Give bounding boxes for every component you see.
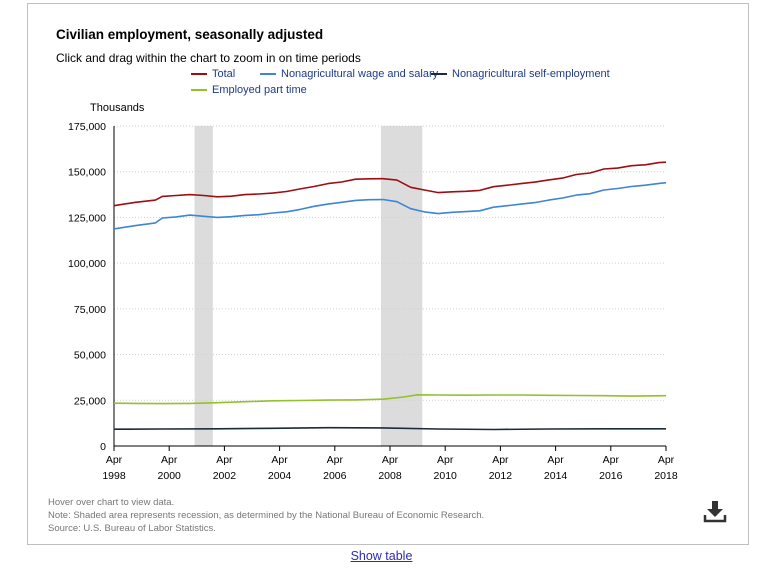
y-tick-label-6: 150,000 (68, 167, 106, 179)
show-table-link[interactable]: Show table (350, 549, 413, 563)
show-table-row: Show table (0, 549, 763, 563)
x-tick-month-9: Apr (603, 454, 620, 466)
y-tick-label-3: 75,000 (74, 304, 106, 316)
series-line-total (113, 161, 667, 207)
x-tick-year-10: 2018 (654, 470, 678, 482)
legend-swatch-wage-salary (260, 73, 276, 75)
legend-label-part-time: Employed part time (212, 84, 307, 96)
line-chart-plot[interactable]: 0 25,000 50,000 75,000 100,000 125,000 150,000… (28, 4, 748, 494)
x-tick-year-5: 2008 (378, 470, 402, 482)
y-tick-label-7: 175,000 (68, 121, 106, 133)
legend-item-total[interactable]: Total (191, 68, 235, 80)
x-tick-year-1: 2000 (158, 470, 182, 482)
x-tick-year-6: 2010 (434, 470, 458, 482)
legend-label-total: Total (212, 68, 236, 80)
x-tick-month-6: Apr (437, 454, 454, 466)
legend-swatch-self-employment (431, 73, 447, 75)
x-tick-month-4: Apr (327, 454, 344, 466)
chart-subtitle: Click and drag within the chart to zoom … (56, 51, 361, 65)
series-line-self-employment (113, 426, 666, 431)
note-hover: Hover over chart to view data. (48, 497, 175, 508)
download-icon (703, 501, 727, 523)
series-line-wage-salary (113, 181, 667, 230)
x-tick-year-3: 2004 (268, 470, 292, 482)
legend-swatch-part-time (191, 89, 207, 91)
x-tick-year-8: 2014 (544, 470, 568, 482)
legend-item-self-employment[interactable]: Nonagricultural self-employment (431, 68, 610, 80)
y-axis-units-label: Thousands (90, 102, 145, 114)
legend-item-part-time[interactable]: Employed part time (191, 84, 307, 96)
y-tick-label-2: 50,000 (74, 350, 106, 362)
series-line-part-time (113, 393, 667, 405)
x-tick-month-1: Apr (161, 454, 178, 466)
x-tick-month-3: Apr (271, 454, 288, 466)
x-tick-year-9: 2016 (599, 470, 623, 482)
legend-label-self-employment: Nonagricultural self-employment (452, 68, 610, 80)
chart-notes: Hover over chart to view data. Note: Sha… (48, 496, 484, 535)
chart-panel: Civilian employment, seasonally adjusted… (27, 3, 749, 545)
x-tick-year-4: 2006 (323, 470, 347, 482)
download-button[interactable] (703, 498, 727, 524)
note-source: Source: U.S. Bureau of Labor Statistics. (48, 523, 216, 534)
chart-title: Civilian employment, seasonally adjusted (56, 27, 324, 42)
y-tick-label-5: 125,000 (68, 212, 106, 224)
legend-item-wage-salary[interactable]: Nonagricultural wage and salary (260, 68, 438, 80)
x-tick-year-7: 2012 (489, 470, 513, 482)
legend-label-wage-salary: Nonagricultural wage and salary (281, 68, 439, 80)
y-tick-label-0: 0 (100, 441, 106, 453)
x-tick-year-0: 1998 (102, 470, 126, 482)
x-tick-month-10: Apr (658, 454, 675, 466)
x-tick-month-5: Apr (382, 454, 399, 466)
y-tick-label-1: 25,000 (74, 395, 106, 407)
x-tick-year-2: 2002 (213, 470, 237, 482)
legend-swatch-total (191, 73, 207, 75)
recession-band-0 (194, 126, 213, 446)
x-tick-month-8: Apr (547, 454, 564, 466)
x-tick-month-7: Apr (492, 454, 509, 466)
y-tick-label-4: 100,000 (68, 258, 106, 270)
x-tick-month-0: Apr (106, 454, 123, 466)
x-tick-month-2: Apr (216, 454, 233, 466)
note-recession: Note: Shaded area represents recession, … (48, 510, 485, 521)
